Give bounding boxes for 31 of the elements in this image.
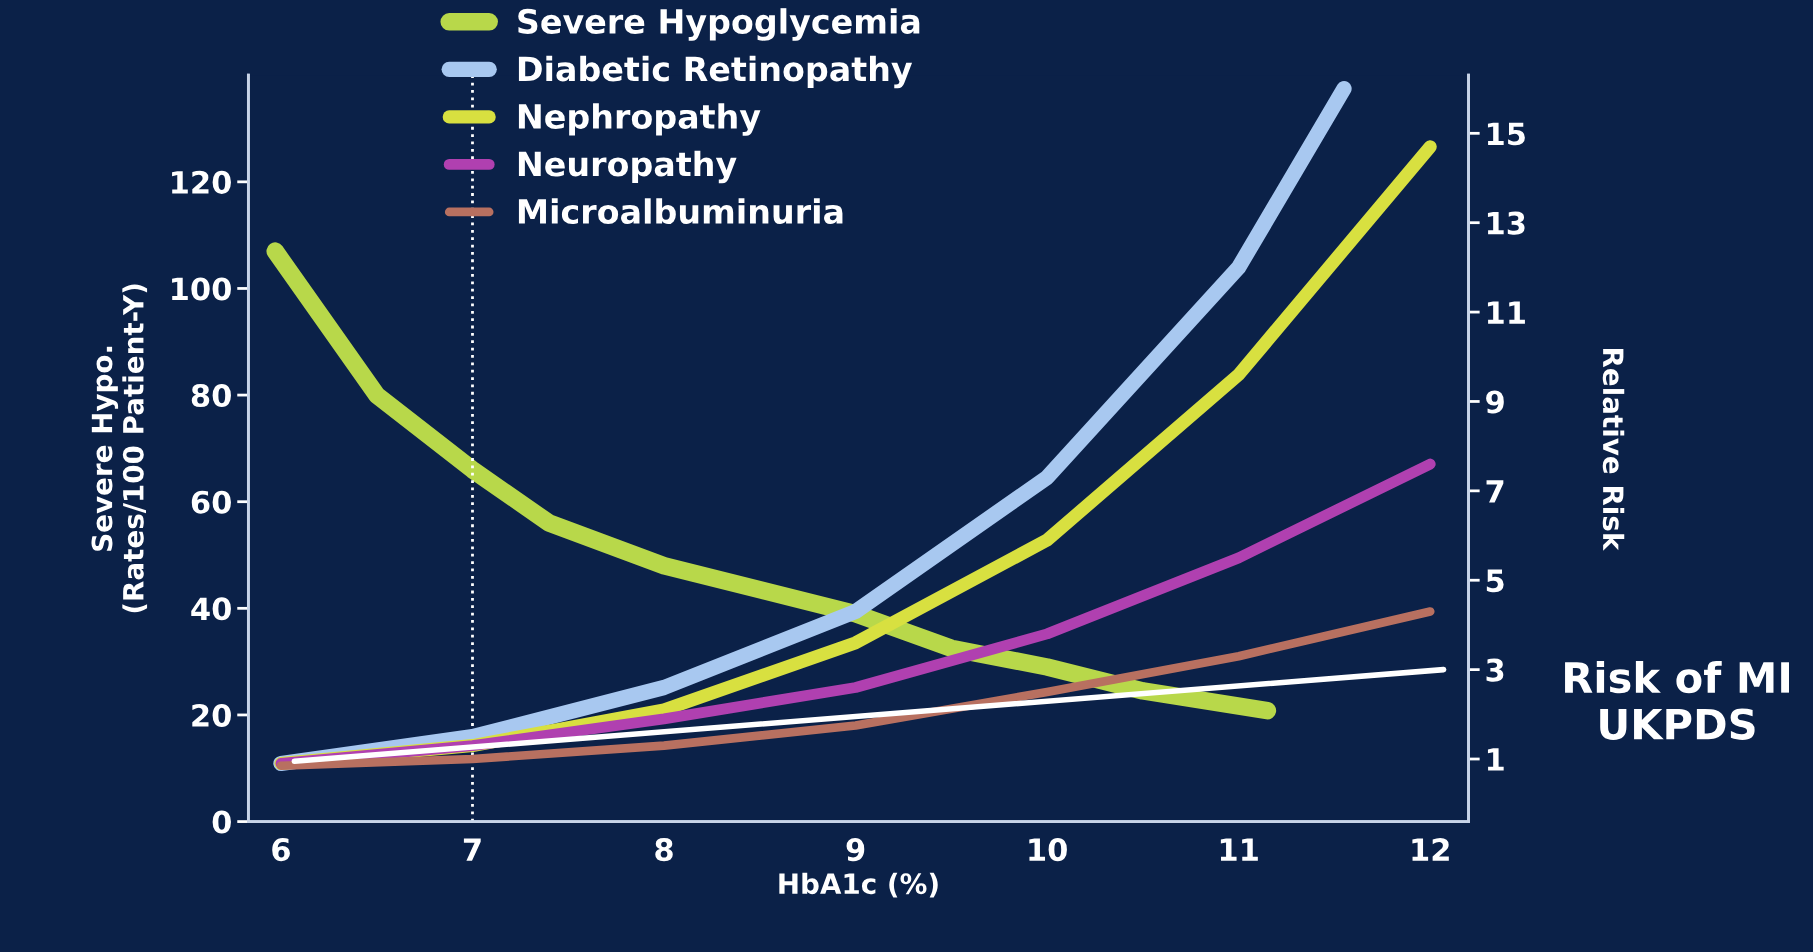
x-axis-title: HbA1c (%) (779, 872, 938, 898)
y-tick-label: 120 (172, 170, 231, 194)
x-tick-label: 11 (1220, 838, 1258, 861)
y2-tick-label: 1 (1487, 748, 1504, 771)
legend-label: Diabetic Retinopathy (518, 55, 913, 89)
text: Risk of MI UKPDS (1565, 660, 1789, 740)
y-tick-label: 40 (191, 597, 231, 621)
y-tick-label: 60 (191, 490, 231, 514)
y-tick-label: 0 (212, 810, 231, 834)
y2-tick-label: 15 (1487, 122, 1525, 146)
y-tick-label: 100 (172, 277, 231, 301)
x-tick-label: 7 (463, 838, 481, 861)
y2-tick-label: 11 (1487, 301, 1525, 324)
x-tick-label: 6 (272, 838, 290, 862)
y2-axis-title: Relative Risk (1602, 349, 1625, 551)
legend-label: Microalbuminuria (518, 198, 843, 225)
y-axis-title: Severe Hypo. (Rates/100 Patient-Y) (91, 284, 148, 613)
x-tick-label: 10 (1029, 838, 1067, 862)
y2-tick-label: 9 (1486, 390, 1504, 414)
legend-label: Severe Hypoglycemia (518, 8, 920, 41)
legend-label: Neuropathy (518, 150, 737, 184)
legend-label: Nephropathy (518, 103, 761, 136)
x-tick-label: 12 (1412, 838, 1449, 861)
y2-tick-label: 13 (1487, 211, 1525, 235)
y2-tick-label: 7 (1486, 480, 1504, 503)
y-tick-label: 80 (191, 384, 231, 408)
x-tick-label: 8 (655, 838, 673, 862)
y-tick-label: 20 (192, 703, 231, 727)
x-tick-label: 9 (846, 838, 865, 862)
y2-tick-label: 3 (1486, 658, 1504, 682)
y2-tick-label: 5 (1486, 569, 1504, 593)
